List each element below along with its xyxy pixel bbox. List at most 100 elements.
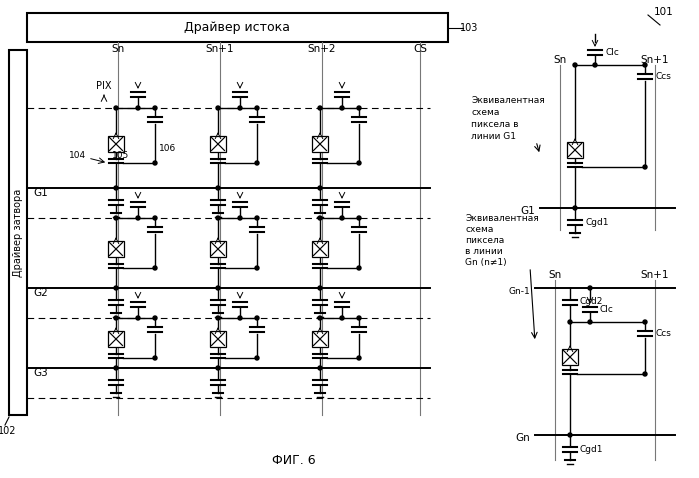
Bar bbox=[312, 241, 328, 257]
Bar bbox=[9, 50, 27, 415]
Text: 105: 105 bbox=[113, 151, 129, 160]
Circle shape bbox=[216, 106, 220, 110]
Circle shape bbox=[340, 216, 344, 220]
Circle shape bbox=[255, 216, 259, 220]
Text: G1: G1 bbox=[33, 188, 48, 198]
Text: Sn+1: Sn+1 bbox=[206, 44, 234, 54]
Text: Sn+1: Sn+1 bbox=[641, 55, 669, 65]
Circle shape bbox=[238, 106, 242, 110]
Circle shape bbox=[153, 216, 157, 220]
Circle shape bbox=[573, 63, 577, 67]
Text: схема: схема bbox=[465, 225, 493, 233]
Text: 101: 101 bbox=[654, 7, 674, 17]
Circle shape bbox=[216, 186, 220, 190]
Text: Gn-1: Gn-1 bbox=[508, 286, 530, 295]
Circle shape bbox=[568, 433, 572, 437]
Text: Sn+2: Sn+2 bbox=[308, 44, 336, 54]
Text: Эквивалентная: Эквивалентная bbox=[471, 96, 545, 105]
Text: G1: G1 bbox=[520, 206, 535, 216]
Circle shape bbox=[114, 316, 118, 320]
Text: Драйвер затвора: Драйвер затвора bbox=[13, 188, 23, 277]
Text: Ccs: Ccs bbox=[655, 72, 671, 80]
Circle shape bbox=[357, 356, 361, 360]
Bar bbox=[108, 136, 124, 152]
Text: Clc: Clc bbox=[605, 47, 619, 56]
Circle shape bbox=[573, 206, 577, 210]
Text: Sn: Sn bbox=[554, 55, 567, 65]
Circle shape bbox=[340, 316, 344, 320]
Circle shape bbox=[114, 186, 118, 190]
Text: линии G1: линии G1 bbox=[471, 131, 516, 141]
Text: PIX: PIX bbox=[96, 81, 112, 91]
Circle shape bbox=[216, 316, 220, 320]
Circle shape bbox=[357, 161, 361, 165]
Circle shape bbox=[136, 216, 140, 220]
Circle shape bbox=[588, 286, 592, 290]
Circle shape bbox=[357, 106, 361, 110]
Circle shape bbox=[643, 165, 647, 169]
Circle shape bbox=[153, 266, 157, 270]
Text: Sn: Sn bbox=[111, 44, 124, 54]
Bar bbox=[312, 136, 328, 152]
Circle shape bbox=[238, 316, 242, 320]
Text: CS: CS bbox=[413, 44, 427, 54]
Circle shape bbox=[357, 316, 361, 320]
Bar bbox=[108, 241, 124, 257]
Bar bbox=[210, 241, 226, 257]
Circle shape bbox=[216, 366, 220, 370]
Text: Cgd2: Cgd2 bbox=[580, 297, 603, 306]
Circle shape bbox=[357, 266, 361, 270]
Circle shape bbox=[568, 320, 572, 324]
Circle shape bbox=[318, 286, 322, 290]
Circle shape bbox=[114, 366, 118, 370]
Circle shape bbox=[255, 356, 259, 360]
Text: Gn (n≠1): Gn (n≠1) bbox=[465, 258, 507, 267]
Text: схема: схема bbox=[471, 108, 499, 117]
Bar bbox=[567, 142, 583, 158]
Circle shape bbox=[318, 216, 322, 220]
Text: Эквивалентная: Эквивалентная bbox=[465, 214, 539, 222]
Text: Cgd1: Cgd1 bbox=[585, 217, 609, 227]
Circle shape bbox=[643, 63, 647, 67]
Circle shape bbox=[318, 106, 322, 110]
Circle shape bbox=[153, 316, 157, 320]
Circle shape bbox=[357, 216, 361, 220]
Circle shape bbox=[643, 320, 647, 324]
Text: Sn+1: Sn+1 bbox=[641, 270, 669, 280]
Circle shape bbox=[588, 320, 592, 324]
Circle shape bbox=[216, 286, 220, 290]
Bar bbox=[312, 331, 328, 347]
Circle shape bbox=[114, 286, 118, 290]
Circle shape bbox=[153, 356, 157, 360]
Circle shape bbox=[255, 106, 259, 110]
Circle shape bbox=[643, 372, 647, 376]
Circle shape bbox=[136, 316, 140, 320]
Text: 103: 103 bbox=[460, 22, 478, 33]
Text: в линии: в линии bbox=[465, 247, 503, 256]
Circle shape bbox=[255, 161, 259, 165]
Text: пиксела: пиксела bbox=[465, 236, 504, 245]
Text: Clc: Clc bbox=[600, 304, 614, 314]
Circle shape bbox=[238, 216, 242, 220]
Text: Ccs: Ccs bbox=[655, 328, 671, 337]
Text: 104: 104 bbox=[69, 151, 87, 160]
Text: Sn: Sn bbox=[549, 270, 561, 280]
Circle shape bbox=[318, 186, 322, 190]
Text: G2: G2 bbox=[33, 288, 48, 298]
Text: 102: 102 bbox=[0, 426, 16, 436]
Bar bbox=[562, 349, 578, 365]
Bar bbox=[108, 331, 124, 347]
Circle shape bbox=[255, 266, 259, 270]
Circle shape bbox=[136, 106, 140, 110]
Bar bbox=[27, 13, 448, 42]
Circle shape bbox=[318, 366, 322, 370]
Circle shape bbox=[153, 106, 157, 110]
Circle shape bbox=[340, 106, 344, 110]
Text: G3: G3 bbox=[33, 368, 48, 378]
Circle shape bbox=[593, 63, 597, 67]
Circle shape bbox=[255, 316, 259, 320]
Circle shape bbox=[153, 161, 157, 165]
Bar bbox=[210, 331, 226, 347]
Circle shape bbox=[318, 316, 322, 320]
Circle shape bbox=[114, 216, 118, 220]
